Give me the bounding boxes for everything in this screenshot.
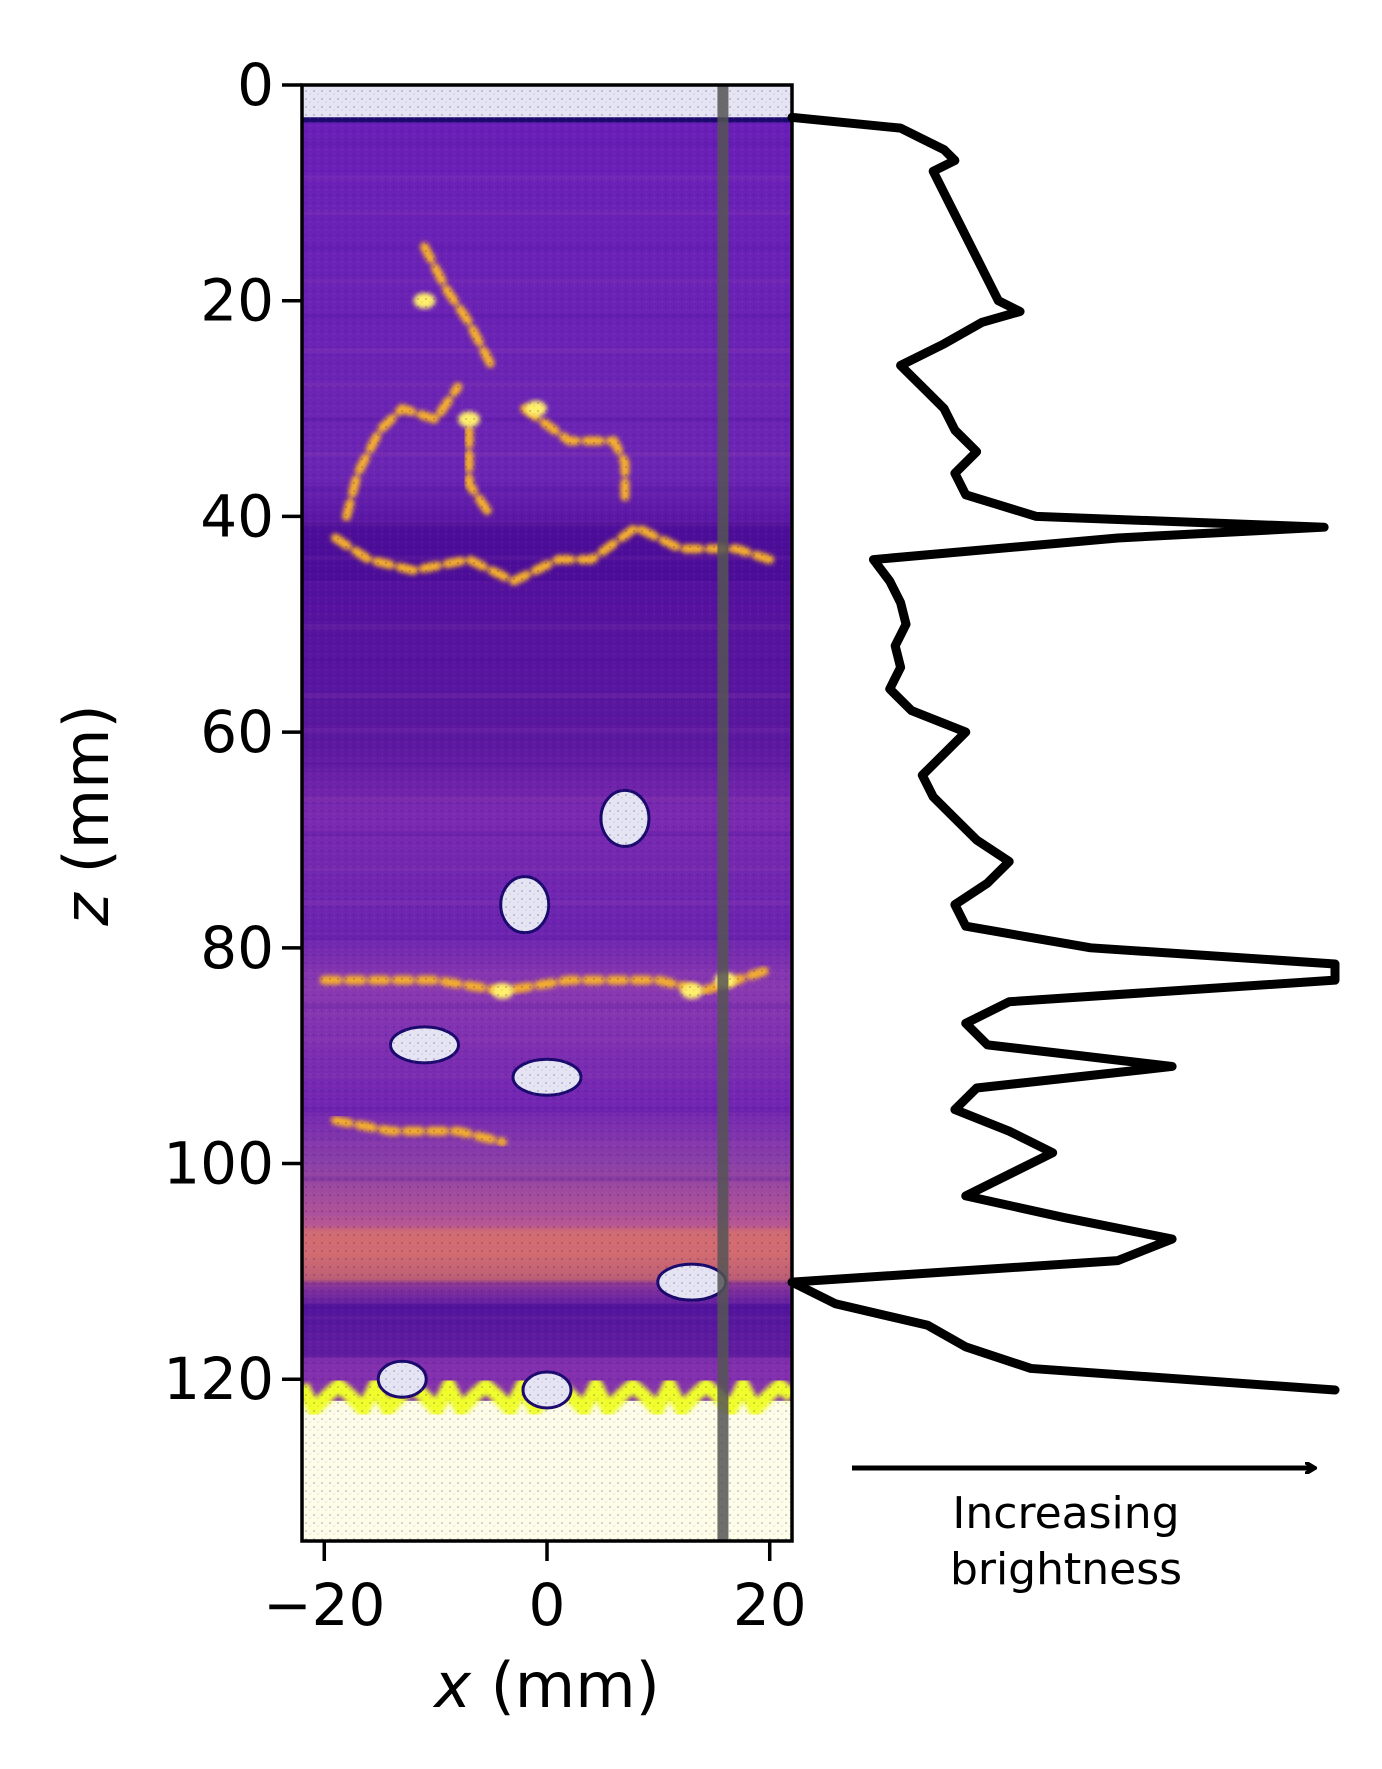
y-tick-label: 120 xyxy=(163,1345,274,1413)
y-tick-label: 80 xyxy=(200,914,274,982)
brightness-arrow-label-line2: brightness xyxy=(950,1544,1182,1595)
x-axis-label-unit: (mm) xyxy=(471,1649,660,1722)
texture-overlay xyxy=(302,85,792,1541)
brightness-profile-series xyxy=(787,112,1340,1395)
y-axis-label-var: z xyxy=(50,892,123,927)
y-axis-label: z (mm) xyxy=(50,704,123,926)
x-axis-label: x (mm) xyxy=(432,1649,660,1722)
x-axis-label-var: x xyxy=(432,1649,472,1722)
y-tick-label: 0 xyxy=(237,51,274,119)
y-tick-label: 40 xyxy=(200,482,274,550)
y-axis-ticks: 0 20 40 60 80 100 120 xyxy=(163,51,302,1413)
x-tick-label: 0 xyxy=(529,1571,566,1639)
x-tick-label: 20 xyxy=(733,1571,807,1639)
y-tick-label: 20 xyxy=(200,267,274,335)
x-axis-ticks: −20 0 20 xyxy=(263,1541,807,1639)
brightness-arrow-label-line1: Increasing xyxy=(952,1488,1179,1539)
y-axis-label-unit: (mm) xyxy=(50,704,123,893)
y-tick-label: 100 xyxy=(163,1130,274,1198)
y-tick-label: 60 xyxy=(200,698,274,766)
heatmap-image xyxy=(302,85,792,1541)
x-tick-label: −20 xyxy=(263,1571,385,1639)
